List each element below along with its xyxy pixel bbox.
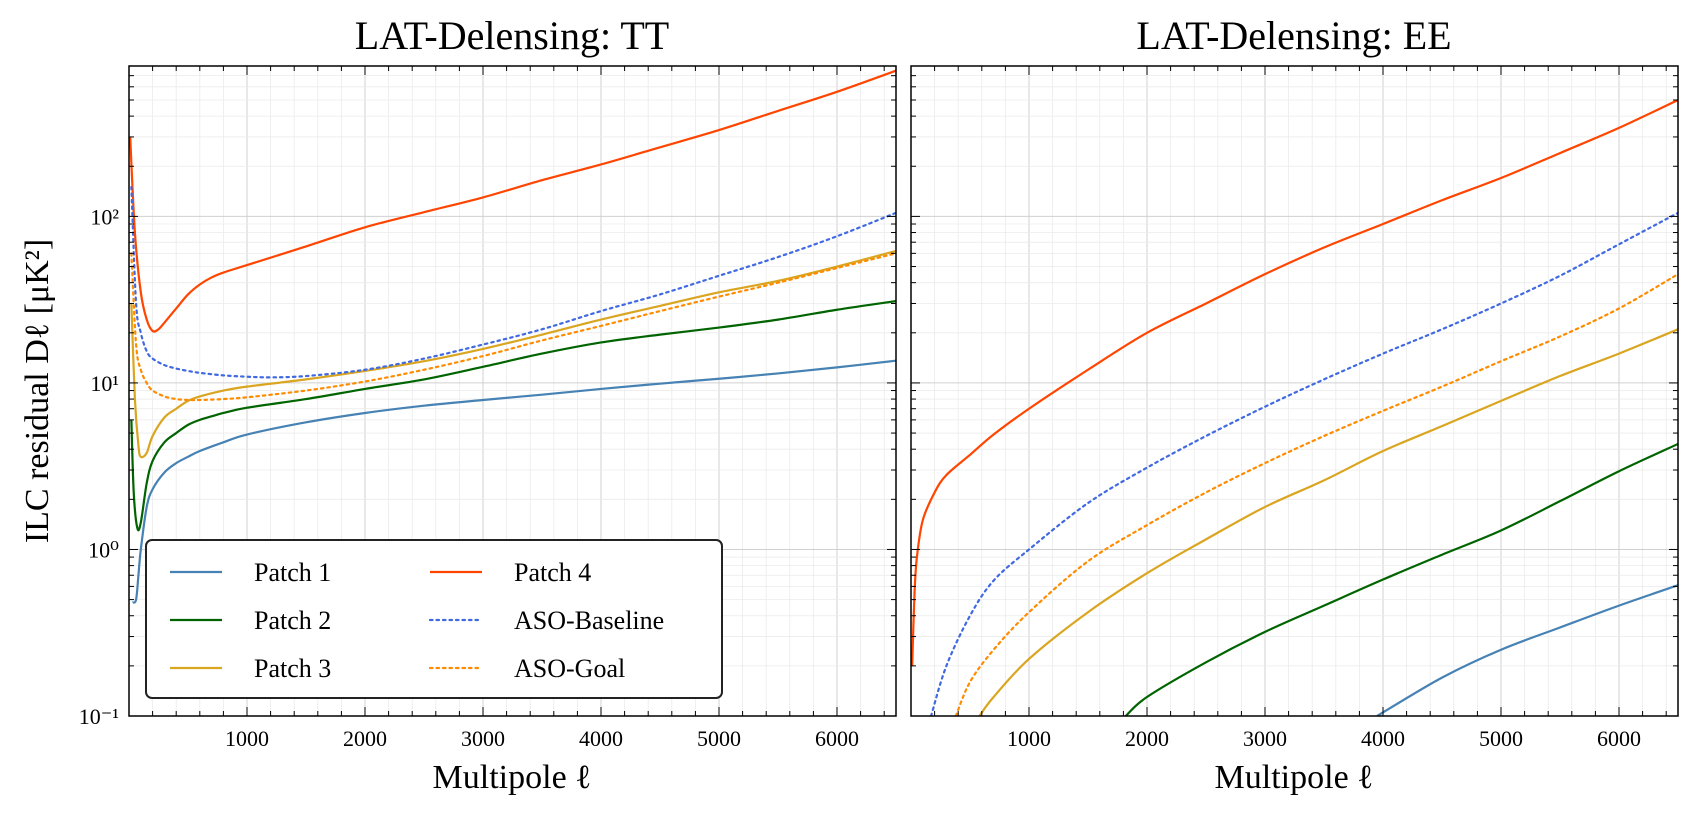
series-line-patch-3	[130, 249, 896, 459]
x-tick-label: 4000	[1361, 726, 1405, 751]
series-line-aso-goal	[130, 252, 896, 402]
x-tick-label: 6000	[815, 726, 859, 751]
x-tick-label: 2000	[343, 726, 387, 751]
tt-plot-frame	[128, 65, 897, 717]
legend-label: Patch 3	[254, 654, 331, 683]
legend: Patch 1 Patch 2 Patch 3 Patch 4 ASO-Baseline…	[145, 539, 723, 699]
series-line-patch-2	[1124, 442, 1678, 716]
legend-label: ASO-Goal	[514, 654, 625, 683]
x-tick-label: 5000	[1479, 726, 1523, 751]
x-tick-label: 1000	[1007, 726, 1051, 751]
tt-title: LAT-Delensing: TT	[355, 13, 669, 58]
y-axis-label: ILC residual Dℓ [μK²]	[19, 239, 56, 543]
ee-panel: LAT-Delensing: EE 1000 2000 3000 4000 5000 60…	[910, 13, 1679, 796]
x-tick-label: 3000	[461, 726, 505, 751]
ee-lines	[911, 98, 1678, 716]
ee-x-tick-labels: 1000 2000 3000 4000 5000 6000	[1007, 726, 1641, 751]
y-tick-label: 10¹	[90, 371, 119, 396]
x-tick-label: 1000	[225, 726, 269, 751]
ee-title: LAT-Delensing: EE	[1136, 13, 1451, 58]
tt-lines	[129, 69, 896, 604]
ee-grid	[911, 65, 1678, 717]
legend-label: Patch 4	[514, 558, 591, 587]
series-line-patch-4	[129, 69, 896, 333]
series-line-aso-baseline	[130, 185, 896, 379]
series-line-patch-4	[911, 98, 1678, 666]
y-tick-label: 10⁰	[88, 537, 119, 562]
x-tick-label: 5000	[697, 726, 741, 751]
legend-label: Patch 2	[254, 606, 331, 635]
tt-ticks	[129, 65, 896, 717]
x-tick-label: 6000	[1597, 726, 1641, 751]
ee-plot-frame	[910, 65, 1679, 717]
series-line-patch-1	[131, 359, 896, 604]
series-line-patch-1	[1376, 584, 1678, 716]
ee-x-axis-label: Multipole ℓ	[1215, 759, 1374, 796]
series-line-patch-3	[978, 328, 1678, 716]
x-tick-label: 2000	[1125, 726, 1169, 751]
y-tick-label: 10⁻¹	[79, 704, 119, 729]
series-line-aso-goal	[954, 273, 1678, 716]
series-line-aso-baseline	[929, 211, 1678, 716]
y-tick-label: 10²	[90, 204, 119, 229]
tt-x-tick-labels: 1000 2000 3000 4000 5000 6000	[225, 726, 859, 751]
legend-label: ASO-Baseline	[514, 606, 664, 635]
x-tick-label: 3000	[1243, 726, 1287, 751]
legend-label: Patch 1	[254, 558, 331, 587]
tt-y-tick-labels: 10⁻¹ 10⁰ 10¹ 10²	[79, 204, 120, 729]
x-tick-label: 4000	[579, 726, 623, 751]
series-line-patch-2	[130, 300, 896, 532]
tt-panel: LAT-Delensing: TT 1000 2000 3000 4000 5000 60…	[19, 13, 897, 796]
tt-x-axis-label: Multipole ℓ	[433, 759, 592, 796]
legend-box	[145, 539, 723, 699]
ee-ticks	[911, 65, 1678, 717]
